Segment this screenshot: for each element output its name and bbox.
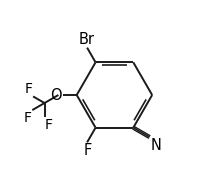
Text: N: N — [151, 138, 161, 153]
Text: F: F — [45, 118, 53, 132]
Text: Br: Br — [78, 32, 94, 47]
Text: F: F — [83, 143, 92, 158]
Text: F: F — [24, 82, 32, 96]
Text: F: F — [23, 111, 31, 125]
Text: O: O — [50, 88, 62, 102]
